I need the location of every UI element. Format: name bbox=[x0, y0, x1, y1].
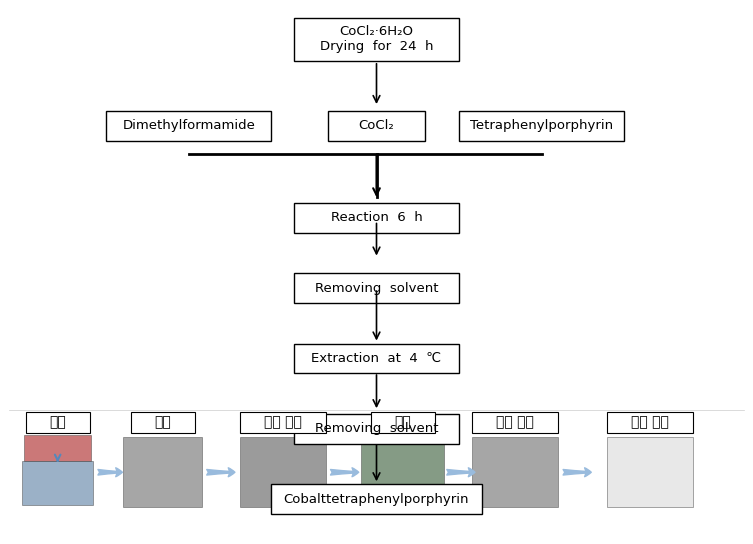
FancyBboxPatch shape bbox=[472, 437, 559, 508]
Text: CoCl₂: CoCl₂ bbox=[358, 119, 395, 132]
FancyBboxPatch shape bbox=[294, 17, 459, 61]
FancyBboxPatch shape bbox=[472, 412, 559, 432]
FancyBboxPatch shape bbox=[239, 412, 326, 432]
Text: 용매 제거: 용매 제거 bbox=[496, 416, 534, 429]
Text: Extraction  at  4  ℃: Extraction at 4 ℃ bbox=[312, 352, 441, 365]
FancyBboxPatch shape bbox=[361, 437, 444, 508]
Text: Dimethylformamide: Dimethylformamide bbox=[123, 119, 255, 132]
FancyBboxPatch shape bbox=[294, 414, 459, 444]
FancyBboxPatch shape bbox=[294, 273, 459, 303]
FancyBboxPatch shape bbox=[26, 412, 90, 432]
FancyBboxPatch shape bbox=[459, 111, 624, 141]
Text: 용매 제거: 용매 제거 bbox=[264, 416, 302, 429]
Text: Cobalttetraphenylporphyrin: Cobalttetraphenylporphyrin bbox=[284, 493, 469, 506]
Text: Reaction  6  h: Reaction 6 h bbox=[331, 212, 422, 224]
FancyBboxPatch shape bbox=[239, 437, 326, 508]
Text: 석출: 석출 bbox=[395, 416, 411, 429]
FancyBboxPatch shape bbox=[272, 484, 481, 514]
FancyBboxPatch shape bbox=[123, 437, 202, 508]
FancyBboxPatch shape bbox=[328, 111, 425, 141]
Text: 건조: 건조 bbox=[49, 416, 66, 429]
FancyBboxPatch shape bbox=[294, 344, 459, 374]
FancyBboxPatch shape bbox=[371, 412, 434, 432]
Text: CoCl₂·6H₂O
Drying  for  24  h: CoCl₂·6H₂O Drying for 24 h bbox=[320, 25, 433, 53]
FancyBboxPatch shape bbox=[131, 412, 194, 432]
Text: 반응: 반응 bbox=[154, 416, 171, 429]
Text: 합성 분말: 합성 분말 bbox=[632, 416, 669, 429]
Text: Removing  solvent: Removing solvent bbox=[315, 423, 438, 435]
FancyBboxPatch shape bbox=[106, 111, 272, 141]
Text: Tetraphenylporphyrin: Tetraphenylporphyrin bbox=[470, 119, 613, 132]
FancyBboxPatch shape bbox=[607, 412, 694, 432]
FancyBboxPatch shape bbox=[294, 203, 459, 233]
FancyBboxPatch shape bbox=[24, 435, 91, 461]
FancyBboxPatch shape bbox=[607, 437, 694, 508]
FancyBboxPatch shape bbox=[22, 461, 93, 505]
Text: Removing  solvent: Removing solvent bbox=[315, 282, 438, 295]
